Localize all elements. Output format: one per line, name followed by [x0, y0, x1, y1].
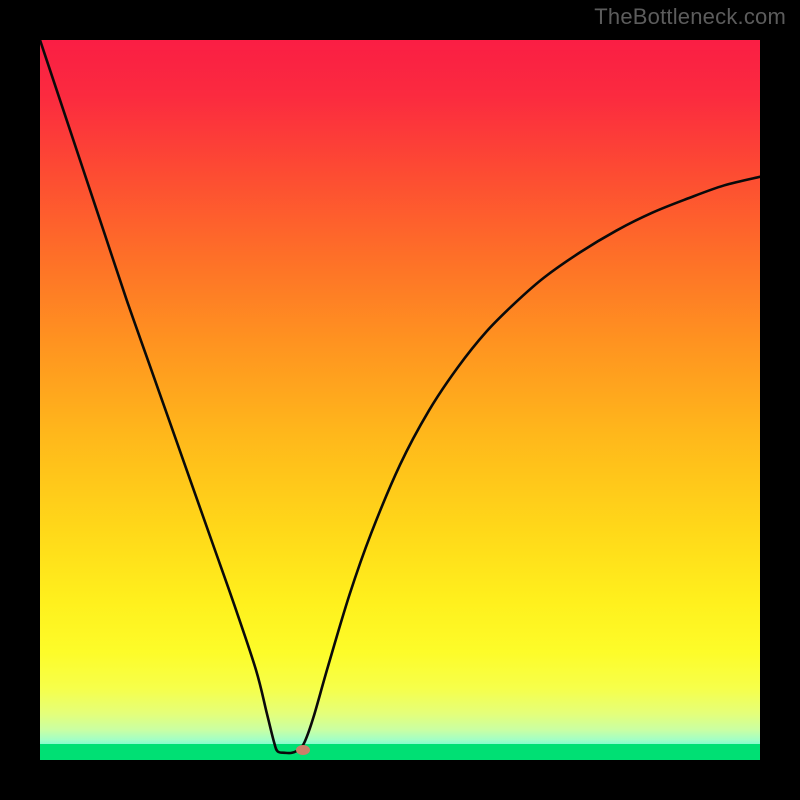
watermark-text: TheBottleneck.com	[594, 4, 786, 30]
minimum-marker	[296, 745, 310, 755]
plot-area	[40, 40, 760, 760]
bottleneck-curve	[40, 40, 760, 753]
curve-svg	[40, 40, 760, 760]
